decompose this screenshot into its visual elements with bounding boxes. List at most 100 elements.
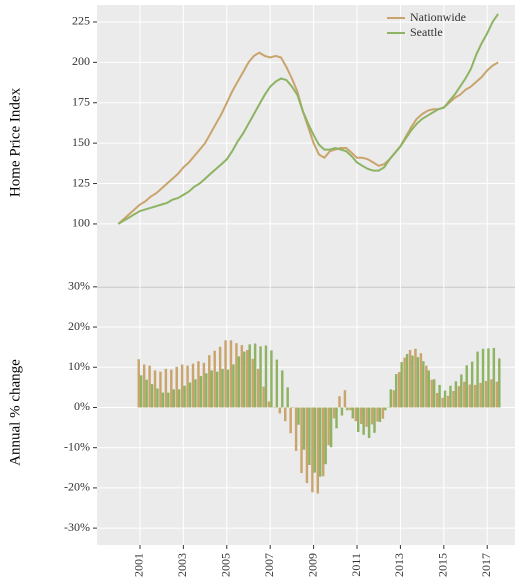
bar <box>286 387 289 408</box>
bar <box>170 369 173 408</box>
bar <box>441 397 444 408</box>
bar <box>389 389 392 408</box>
bar <box>311 407 314 493</box>
bar <box>446 395 450 408</box>
bar <box>359 407 363 424</box>
bar <box>457 386 461 408</box>
bar <box>316 407 320 494</box>
bar <box>172 389 175 408</box>
x-tick-label: 2005 <box>219 553 233 577</box>
bar <box>449 385 452 408</box>
bar <box>226 369 230 408</box>
bar <box>394 374 398 408</box>
bar <box>262 386 265 408</box>
bar <box>240 345 244 408</box>
bar <box>454 381 458 408</box>
legend-label: Seattle <box>410 25 443 39</box>
bar <box>153 370 157 408</box>
bar <box>425 365 428 408</box>
y-axis-title: Annual % change <box>7 359 23 466</box>
x-tick-label: 2007 <box>262 553 276 577</box>
bar <box>148 365 151 408</box>
bar <box>302 407 306 450</box>
bar <box>308 407 311 465</box>
bar <box>481 348 485 408</box>
bar <box>218 346 222 408</box>
y-tick-label: 30% <box>68 279 90 293</box>
bar <box>215 371 219 408</box>
bar <box>373 407 376 433</box>
bar <box>465 365 468 408</box>
legend-label: Nationwide <box>410 10 466 24</box>
bar <box>210 370 213 408</box>
bar <box>164 368 168 408</box>
y-tick-label: 225 <box>72 14 90 28</box>
bar <box>370 407 374 425</box>
bar <box>354 407 358 422</box>
bar <box>435 392 439 408</box>
bar <box>381 407 385 419</box>
bar <box>259 346 262 408</box>
x-tick-label: 2009 <box>305 553 319 577</box>
x-tick-label: 2017 <box>479 553 493 577</box>
bar <box>484 380 488 408</box>
bar <box>476 351 479 408</box>
bar <box>392 390 395 408</box>
bar <box>490 379 493 408</box>
bar <box>194 379 197 408</box>
bar <box>414 348 417 408</box>
bar <box>177 389 181 408</box>
bar <box>343 390 347 408</box>
bar <box>351 407 355 419</box>
panel-background <box>97 5 515 280</box>
bar <box>300 407 303 474</box>
bar <box>340 407 344 416</box>
line-series <box>117 51 499 225</box>
bar <box>156 388 159 408</box>
bar <box>324 407 327 465</box>
x-tick-label: 2011 <box>349 553 363 577</box>
bar <box>237 356 241 408</box>
bar <box>270 350 273 408</box>
bar <box>438 384 441 408</box>
y-tick-label: 175 <box>72 95 90 109</box>
y-tick-label: 125 <box>72 175 90 189</box>
bar <box>267 401 271 408</box>
bar <box>251 358 254 408</box>
bar <box>452 390 455 408</box>
bar <box>327 407 330 446</box>
bar <box>183 385 186 408</box>
x-tick-label: 2013 <box>392 553 406 577</box>
bar <box>199 376 203 408</box>
bar <box>313 407 317 473</box>
bar <box>167 392 170 408</box>
bar <box>357 407 360 433</box>
bar <box>213 350 216 408</box>
y-tick-label: 10% <box>68 359 90 373</box>
bar <box>335 407 338 429</box>
y-tick-label: -20% <box>64 480 90 494</box>
bar <box>294 407 298 451</box>
bar <box>473 384 477 408</box>
y-axis-title: Home Price Index <box>7 87 23 197</box>
bar <box>180 364 184 408</box>
bar <box>419 353 423 408</box>
bar <box>297 407 300 425</box>
bar <box>202 362 206 408</box>
bar <box>397 372 401 408</box>
bar <box>403 357 406 408</box>
bar <box>175 366 178 408</box>
bar <box>197 361 200 408</box>
bar <box>346 407 349 411</box>
bar <box>349 407 352 411</box>
bar <box>463 381 466 408</box>
bar <box>208 355 211 408</box>
y-tick-label: 20% <box>68 319 90 333</box>
bar <box>229 340 233 408</box>
bar <box>492 347 496 408</box>
bar <box>498 358 501 408</box>
bar <box>408 349 412 408</box>
bar <box>430 379 433 408</box>
bar <box>142 364 146 408</box>
bar <box>416 357 420 408</box>
